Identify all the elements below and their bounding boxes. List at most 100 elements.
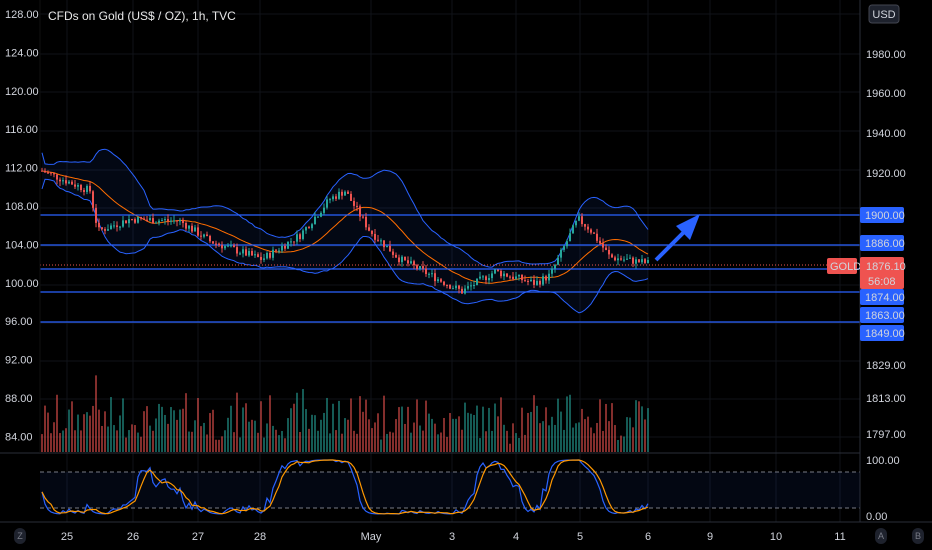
left-axis-tick: 96.00 <box>5 316 33 328</box>
volume-bar <box>458 416 460 452</box>
volume-bar <box>224 430 226 452</box>
volume-bar <box>365 399 367 452</box>
candle-body <box>164 219 166 221</box>
volume-bar <box>80 430 82 452</box>
price-pane[interactable] <box>40 148 860 452</box>
right-axis-tick: 1920.00 <box>866 168 906 180</box>
volume-bar <box>59 433 61 452</box>
volume-bar <box>335 430 337 452</box>
volume-bars <box>41 375 649 452</box>
volume-bar <box>512 423 514 452</box>
candle-body <box>236 247 238 254</box>
candle-body <box>392 251 394 255</box>
candle-body <box>86 185 88 192</box>
candle-body <box>284 245 286 249</box>
candle-body <box>230 245 232 247</box>
volume-bar <box>476 405 478 452</box>
right-axis-tick: 1813.00 <box>866 393 906 405</box>
candle-body <box>143 218 145 220</box>
candle-body <box>443 281 445 285</box>
volume-bar <box>374 422 376 452</box>
volume-bar <box>245 403 247 452</box>
volume-bar <box>641 406 643 452</box>
volume-bar <box>536 405 538 452</box>
stochastic-pane[interactable] <box>40 459 860 515</box>
volume-bar <box>326 397 328 452</box>
bollinger-band-fill <box>42 149 648 313</box>
right-price-axis[interactable]: 1980.00 1960.00 1940.00 1920.00 1829.00 1813.… <box>866 49 906 441</box>
candle-body <box>74 184 76 187</box>
candle-body <box>575 220 577 226</box>
candle-body <box>287 241 289 249</box>
volume-bar <box>146 406 148 452</box>
candle-body <box>200 235 202 237</box>
volume-bar <box>188 431 190 452</box>
candle-body <box>365 216 367 228</box>
volume-bar <box>593 433 595 452</box>
candle-body <box>290 241 292 243</box>
volume-bar <box>194 420 196 452</box>
stochastic-axis[interactable]: 100.00 0.00 <box>866 455 900 523</box>
level-badge-label: 1886.00 <box>865 238 905 250</box>
candle-body <box>644 259 646 263</box>
candle-body <box>560 249 562 258</box>
volume-bar <box>350 398 352 452</box>
time-axis[interactable]: 25 26 27 28 May 3 4 5 6 9 10 11 <box>61 531 846 543</box>
candle-body <box>554 264 556 269</box>
candle-body <box>479 276 481 279</box>
candle-body <box>185 223 187 229</box>
volume-bar <box>104 411 106 452</box>
candle-body <box>227 245 229 247</box>
level-badge <box>860 235 904 251</box>
volume-bar <box>323 412 325 452</box>
volume-bar <box>428 413 430 452</box>
auto-scale-icon[interactable]: A <box>875 528 887 544</box>
volume-bar <box>128 430 130 452</box>
volume-bar <box>491 430 493 452</box>
candle-body <box>467 286 469 289</box>
candle-body <box>353 200 355 206</box>
volume-bar <box>227 417 229 452</box>
volume-bar <box>539 423 541 452</box>
horizontal-levels[interactable] <box>40 214 860 323</box>
goto-start-icon[interactable]: Z <box>14 528 26 544</box>
volume-bar <box>119 415 121 452</box>
volume-bar <box>362 411 364 452</box>
volume-bar <box>419 425 421 452</box>
log-scale-icon[interactable]: B <box>912 528 924 544</box>
stochastic-axis-tick: 0.00 <box>866 511 887 523</box>
forecast-arrow[interactable] <box>654 214 700 262</box>
volume-bar <box>644 419 646 452</box>
candle-body <box>77 184 79 187</box>
volume-bar <box>239 437 241 452</box>
symbol-badge-label: GOLD <box>830 261 861 273</box>
volume-bar <box>269 395 271 452</box>
candle-body <box>371 230 373 234</box>
candle-body <box>158 220 160 223</box>
currency-badge[interactable] <box>868 4 900 24</box>
volume-bar <box>275 429 277 452</box>
candle-body <box>113 225 115 227</box>
candle-body <box>419 266 421 270</box>
volume-bar <box>122 398 124 452</box>
volume-bar <box>164 414 166 452</box>
volume-bar <box>68 409 70 452</box>
candle-body <box>626 258 628 260</box>
candle-body <box>341 191 343 196</box>
volume-bar <box>266 423 268 452</box>
candle-body <box>629 257 631 259</box>
candle-body <box>281 245 283 251</box>
volume-bar <box>134 425 136 452</box>
volume-bar <box>311 414 313 452</box>
volume-bar <box>242 407 244 452</box>
candle-body <box>542 276 544 285</box>
time-tick-label: 9 <box>707 531 713 543</box>
candle-body <box>119 226 121 228</box>
band-fill-area <box>42 149 648 313</box>
volume-bar <box>56 394 58 452</box>
volume-bar <box>638 401 640 452</box>
volume-bar <box>356 433 358 452</box>
left-price-axis[interactable]: 128.00 124.00 120.00 116.00 112.00 108.00 104.… <box>5 9 39 443</box>
volume-bar <box>620 435 622 452</box>
